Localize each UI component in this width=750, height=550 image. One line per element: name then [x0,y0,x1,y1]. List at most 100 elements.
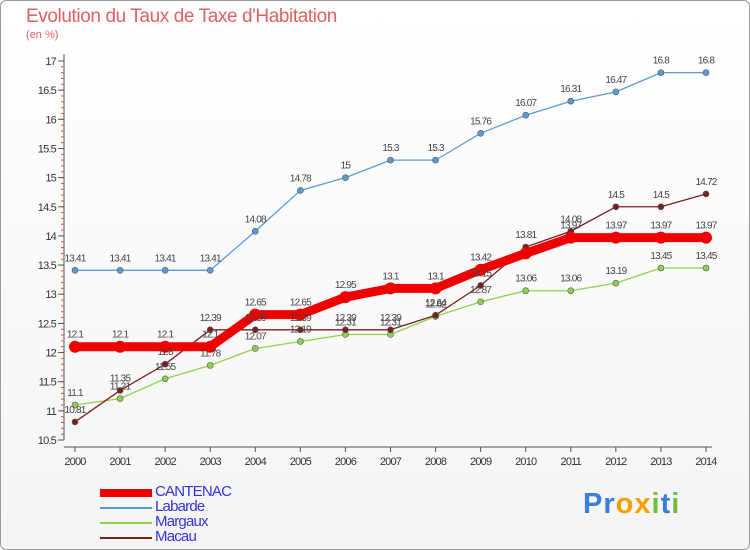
data-label: 12.19 [290,324,312,335]
data-point [700,231,712,244]
data-label: 12.39 [200,313,222,324]
data-label: 11.1 [67,388,84,399]
data-point [161,360,169,368]
y-tick-label: 16 [45,114,56,126]
data-label: 12.31 [335,317,357,328]
proxiti-logo: Proxiti [583,488,680,521]
x-tick-label: 2001 [109,456,131,468]
x-tick-label: 2000 [64,456,86,468]
data-point [251,345,259,352]
data-point [519,247,532,260]
data-label: 12.1 [202,330,220,341]
logo-letter: P [583,488,604,520]
data-label: 12.07 [245,331,267,342]
y-tick-label: 16.5 [38,85,57,97]
data-point [702,190,710,198]
data-point [477,298,484,306]
x-tick-label: 2014 [695,456,717,468]
data-label: 16.07 [515,98,537,109]
y-tick-label: 13 [45,289,56,301]
data-label: 13.1 [427,271,445,282]
data-label: 11.21 [110,382,132,393]
data-point [339,291,352,304]
data-point [161,267,169,274]
data-label: 12.62 [425,299,447,310]
data-point [206,267,214,274]
data-point [612,279,620,287]
x-tick-label: 2004 [245,456,267,468]
data-point [251,227,259,235]
data-label: 14.08 [245,214,267,225]
legend-label-labarde: Labarde [155,498,205,515]
data-point [657,264,665,272]
data-label: 12.39 [380,313,402,324]
logo-letter: i [651,488,661,520]
x-tick-label: 2003 [200,456,222,468]
data-label: 12.64 [425,298,447,309]
data-label: 12.31 [380,317,402,328]
data-label: 13.97 [695,221,717,232]
data-point [567,287,575,295]
data-label: 12.1 [112,330,130,341]
data-point [71,401,79,409]
data-label: 11.35 [110,373,132,384]
data-label: 10.81 [64,405,86,416]
data-point [294,308,307,321]
data-point [702,69,710,76]
data-point [522,111,530,119]
y-tick-label: 13.5 [38,260,57,272]
data-label: 16.47 [605,75,627,86]
data-label: 13.97 [560,221,582,232]
data-point [387,326,394,334]
y-tick-label: 15 [45,173,56,185]
logo-letter: o [615,488,635,520]
data-point [297,338,304,345]
data-label: 13.1 [382,271,400,282]
data-point [432,156,439,164]
data-point [657,203,665,211]
data-label: 15 [341,161,352,172]
data-label: 13.97 [650,221,672,232]
data-label: 12.65 [290,298,312,309]
data-label: 15.3 [382,143,400,154]
data-point [657,69,665,76]
data-label: 13.15 [470,268,492,279]
y-tick-label: 17 [45,56,56,68]
data-label: 11.8 [157,347,174,358]
x-tick-label: 2011 [561,456,582,468]
y-tick-label: 10.5 [38,435,57,447]
data-label: 13.41 [155,253,177,264]
data-label: 11.55 [155,362,177,373]
data-label: 12.39 [245,313,267,324]
legend-swatch-cantenac [100,489,152,497]
data-point [702,264,710,272]
data-point [71,267,79,274]
data-point [387,156,394,164]
data-point [251,326,259,334]
legend-swatch-labarde [100,507,152,509]
legend-label-macau: Macau [155,528,197,545]
data-point [159,340,172,353]
data-label: 13.45 [695,251,717,262]
data-label: 13.97 [605,221,627,232]
legend-label-margaux: Margaux [155,513,209,530]
legend-label-cantenac: CANTENAC [155,483,232,500]
data-point [609,231,622,244]
data-point [116,395,124,402]
data-label: 12.1 [157,330,175,341]
x-tick-label: 2002 [155,456,177,468]
data-point [477,130,484,137]
data-label: 16.8 [698,56,716,67]
data-point [477,282,484,289]
logo-letter: r [603,488,616,520]
chart-unit: (en %) [26,29,59,41]
data-point [114,340,127,353]
data-label: 16.31 [560,84,582,95]
data-label: 13.45 [650,251,672,262]
x-tick-label: 2005 [290,456,312,468]
y-tick-label: 15.5 [38,143,57,155]
data-point [564,231,577,244]
data-label: 14.78 [290,173,312,184]
